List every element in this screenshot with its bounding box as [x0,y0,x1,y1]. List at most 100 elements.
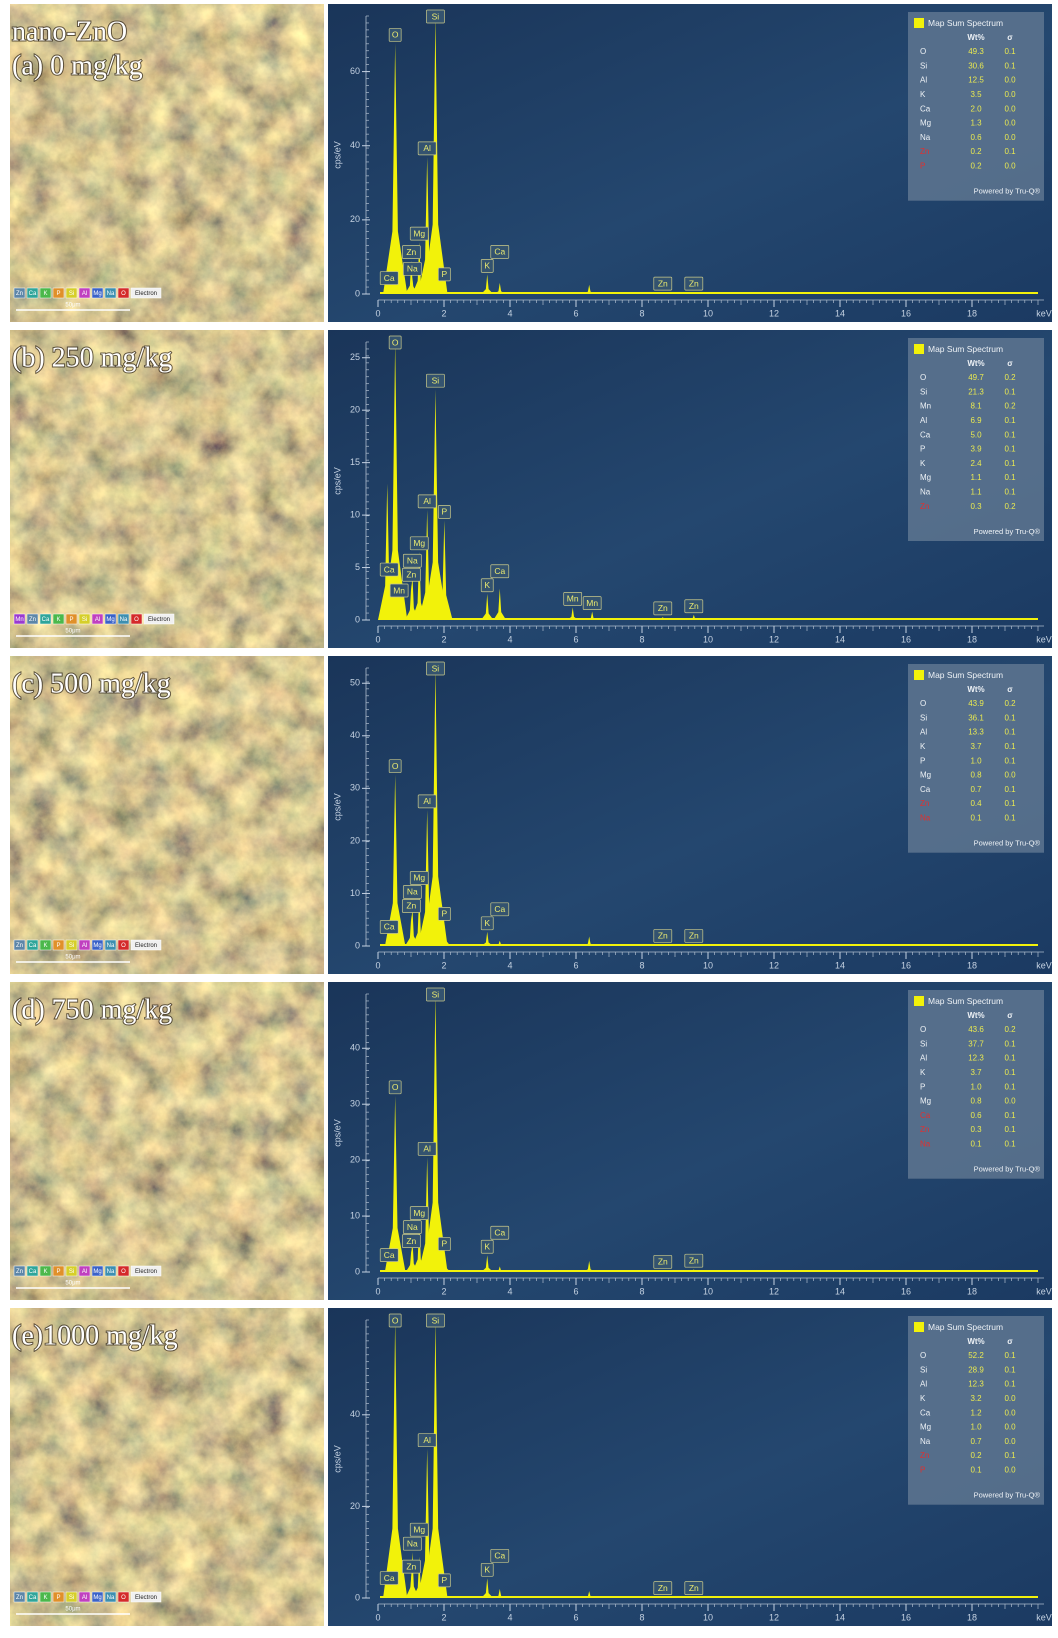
column-header: σ [1007,33,1013,42]
peak-label: Al [423,796,431,806]
panel-title: (b) 250 mg/kg [12,342,172,373]
peak-label: Al [423,1144,431,1154]
map-tag-label: Na [107,1269,115,1275]
wt-value: 21.3 [968,387,984,396]
x-tick-label: 6 [573,1286,578,1296]
element-name: Mg [920,1423,931,1432]
peak-label: Si [432,663,440,673]
wt-value: 30.6 [968,61,984,70]
map-tag-label: Mg [106,617,114,623]
sigma-value: 0.0 [1004,119,1016,128]
map-tag-label: P [69,617,73,623]
figure-heading: nano-ZnO [12,16,127,47]
peak-label: Mn [393,585,405,595]
x-tick-label: 10 [703,960,713,970]
x-tick-label: 10 [703,1286,713,1296]
sigma-value: 0.1 [1004,1125,1016,1134]
map-tag-label: Si [69,1269,74,1275]
y-tick-label: 10 [350,509,360,519]
x-tick-label: 8 [639,634,644,644]
x-tick-label: 2 [441,1612,446,1622]
map-tag-label: Si [69,943,74,949]
sigma-value: 0.1 [1004,1039,1016,1048]
element-name: Zn [920,1125,929,1134]
map-tag-label: O [121,291,126,297]
x-tick-label: 8 [639,1286,644,1296]
element-name: P [920,162,925,171]
peak-label: Zn [406,1561,416,1571]
x-tick-label: 4 [507,1286,512,1296]
y-axis-label: cps/eV [332,467,342,495]
legend-title: Map Sum Spectrum [928,670,1003,680]
peak-label: Na [407,1222,418,1232]
sigma-value: 0.1 [1004,799,1016,808]
element-name: Mg [920,473,931,482]
sigma-value: 0.0 [1004,1394,1016,1403]
wt-value: 8.1 [970,402,982,411]
map-tag-label: Electron [148,617,170,623]
sigma-value: 0.1 [1004,1451,1016,1460]
sigma-value: 0.1 [1004,756,1016,765]
x-tick-label: 14 [835,308,845,318]
legend-swatch [914,996,924,1006]
sem-image [10,656,324,974]
x-tick-label: 8 [639,308,644,318]
wt-value: 43.9 [968,699,984,708]
legend-title: Map Sum Spectrum [928,344,1003,354]
element-name: K [920,1394,926,1403]
peak-label: Si [432,989,440,999]
y-tick-label: 20 [350,835,360,845]
x-tick-label: 0 [375,634,380,644]
sigma-value: 0.0 [1004,104,1016,113]
peak-label: O [392,1082,399,1092]
wt-value: 0.4 [970,799,982,808]
scale-bar-label: 50μm [65,629,80,635]
y-tick-label: 30 [350,783,360,793]
wt-value: 0.1 [970,814,982,823]
peak-label: Zn [689,278,699,288]
peak-label: Mn [586,598,598,608]
legend-title: Map Sum Spectrum [928,18,1003,28]
sigma-value: 0.1 [1004,713,1016,722]
sigma-value: 0.1 [1004,147,1016,156]
sigma-value: 0.1 [1004,1140,1016,1149]
map-tag-label: Si [69,1595,74,1601]
column-header: σ [1007,685,1013,694]
sigma-value: 0.1 [1004,728,1016,737]
y-axis-label: cps/eV [332,793,342,821]
table-footer: Powered by Tru-Q® [974,527,1041,536]
peak-label: Al [423,496,431,506]
x-axis-label: keV [1036,308,1052,318]
element-name: Si [920,61,927,70]
element-name: P [920,445,925,454]
element-name: Na [920,1437,931,1446]
wt-value: 0.1 [970,1466,982,1475]
element-name: O [920,47,926,56]
peak-label: K [484,1565,490,1575]
peak-label: Na [407,264,418,274]
map-tag-label: Na [107,291,115,297]
table-footer: Powered by Tru-Q® [974,187,1041,196]
wt-value: 1.0 [970,1082,982,1091]
wt-value: 3.7 [970,1068,982,1077]
element-name: Si [920,1365,927,1374]
x-tick-label: 14 [835,960,845,970]
table-footer: Powered by Tru-Q® [974,1491,1041,1500]
legend-title: Map Sum Spectrum [928,1322,1003,1332]
map-tag-label: Al [95,617,100,623]
sigma-value: 0.0 [1004,1466,1016,1475]
wt-value: 0.7 [970,785,982,794]
x-tick-label: 0 [375,1286,380,1296]
sigma-value: 0.0 [1004,162,1016,171]
peak-label: Si [432,11,440,21]
peak-label: Zn [689,601,699,611]
y-axis-label: cps/eV [332,141,342,169]
x-tick-label: 16 [901,634,911,644]
scale-bar-label: 50μm [65,1281,80,1287]
legend-title: Map Sum Spectrum [928,996,1003,1006]
panel-title: (a) 0 mg/kg [12,50,143,81]
element-name: Al [920,1054,927,1063]
y-axis-label: cps/eV [332,1119,342,1147]
peak-label: Mg [413,538,425,548]
sem-image [10,330,324,648]
